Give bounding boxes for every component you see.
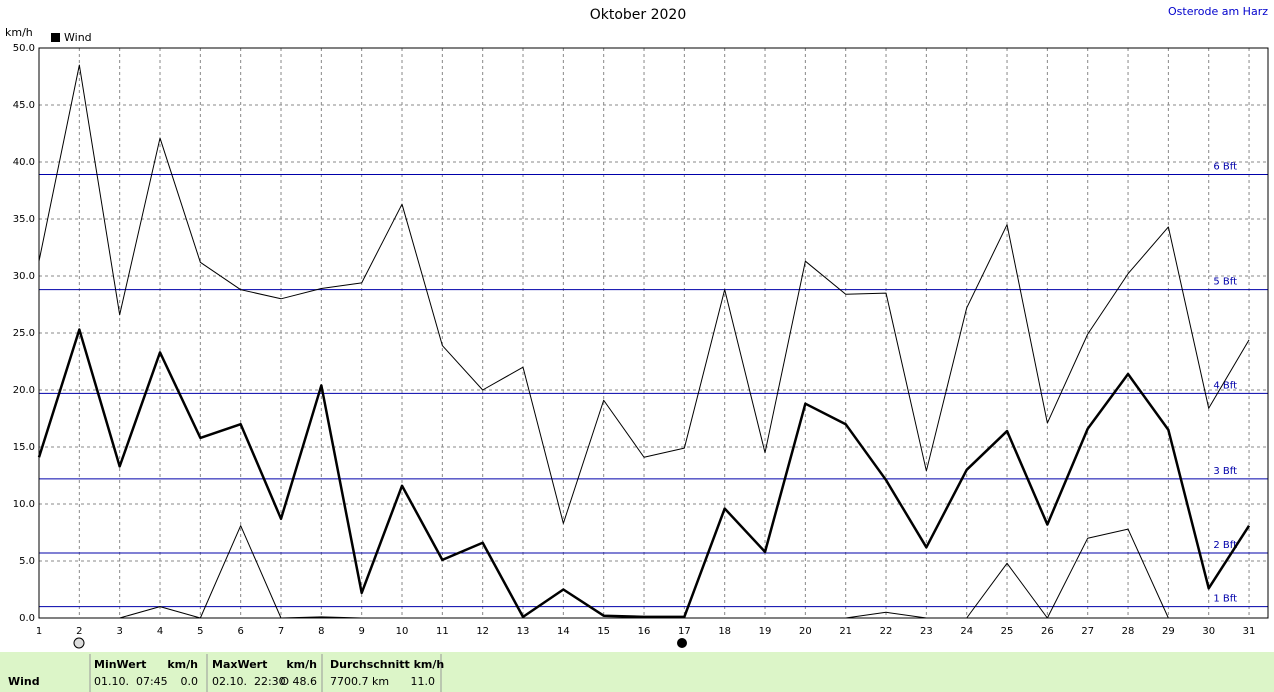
y-tick-label: 20.0 (13, 385, 35, 396)
x-tick-label: 11 (436, 626, 449, 637)
x-tick-label: 6 (237, 626, 243, 637)
x-tick-label: 31 (1243, 626, 1256, 637)
x-tick-label: 17 (678, 626, 691, 637)
summary-label: Wind (8, 675, 40, 688)
summary-value: 01.10. 07:45 (94, 675, 168, 688)
x-tick-label: 28 (1122, 626, 1135, 637)
x-tick-label: 14 (557, 626, 570, 637)
plot-frame (38, 47, 1269, 619)
wind-line (38, 64, 1250, 524)
summary-header: MaxWert (212, 658, 267, 671)
reference-label: 5 Bft (1213, 277, 1237, 288)
x-tick-label: 29 (1162, 626, 1175, 637)
x-tick-label: 3 (116, 626, 122, 637)
y-tick-label: 40.0 (13, 157, 35, 168)
wind-line (37, 328, 1251, 619)
legend-label: Wind (64, 31, 92, 44)
summary-value: 0.0 (181, 675, 199, 688)
x-tick-label: 2 (76, 626, 82, 637)
reference-label: 4 Bft (1213, 380, 1237, 391)
summary-panel (0, 652, 1274, 692)
y-tick-label: 30.0 (13, 271, 35, 282)
y-tick-label: 10.0 (13, 499, 35, 510)
x-tick-label: 1 (36, 626, 42, 637)
x-tick-label: 9 (358, 626, 364, 637)
summary-value: 02.10. 22:30 (212, 675, 286, 688)
y-tick-label: 15.0 (13, 442, 35, 453)
x-tick-label: 10 (396, 626, 409, 637)
legend-swatch (51, 33, 60, 42)
x-tick-label: 5 (197, 626, 203, 637)
y-tick-label: 0.0 (19, 613, 35, 624)
y-tick-label: 25.0 (13, 328, 35, 339)
reference-label: 3 Bft (1213, 466, 1237, 477)
x-tick-label: 27 (1081, 626, 1094, 637)
summary-value: O 48.6 (280, 675, 317, 688)
x-tick-label: 13 (517, 626, 530, 637)
x-tick-label: 23 (920, 626, 933, 637)
x-tick-label: 8 (318, 626, 324, 637)
x-tick-label: 4 (157, 626, 163, 637)
x-tick-label: 21 (839, 626, 852, 637)
x-tick-label: 25 (1001, 626, 1014, 637)
chart-title: Oktober 2020 (590, 7, 687, 23)
summary-value: 11.0 (411, 675, 436, 688)
x-tick-label: 18 (718, 626, 731, 637)
x-tick-label: 20 (799, 626, 812, 637)
x-tick-label: 26 (1041, 626, 1054, 637)
y-unit: km/h (5, 26, 33, 39)
y-tick-label: 45.0 (13, 100, 35, 111)
x-tick-label: 15 (597, 626, 610, 637)
x-tick-label: 30 (1202, 626, 1215, 637)
plot: 0.0 5.0 10.0 15.0 20.0 25.0 30.0 35.0 40.0 45.0 50… (13, 43, 1268, 637)
reference-label: 2 Bft (1213, 540, 1237, 551)
x-tick-label: 7 (278, 626, 284, 637)
y-tick-label: 50.0 (13, 43, 35, 54)
reference-label: 1 Bft (1213, 594, 1237, 605)
summary-header: MinWert (94, 658, 146, 671)
x-tick-label: 16 (638, 626, 651, 637)
y-tick-label: 5.0 (19, 556, 35, 567)
reference-label: 6 Bft (1213, 162, 1237, 173)
x-tick-label: 19 (759, 626, 772, 637)
new-moon-icon (677, 638, 687, 648)
y-tick-label: 35.0 (13, 214, 35, 225)
summary-value: 7700.7 km (330, 675, 389, 688)
full-moon-icon (73, 637, 85, 649)
summary-header: km/h (286, 658, 317, 671)
x-tick-label: 24 (960, 626, 973, 637)
x-tick-label: 12 (476, 626, 489, 637)
x-tick-label: 22 (880, 626, 893, 637)
location: Osterode am Harz (1168, 5, 1268, 18)
summary-header: Durchschnitt km/h (330, 658, 444, 671)
summary-header: km/h (167, 658, 198, 671)
